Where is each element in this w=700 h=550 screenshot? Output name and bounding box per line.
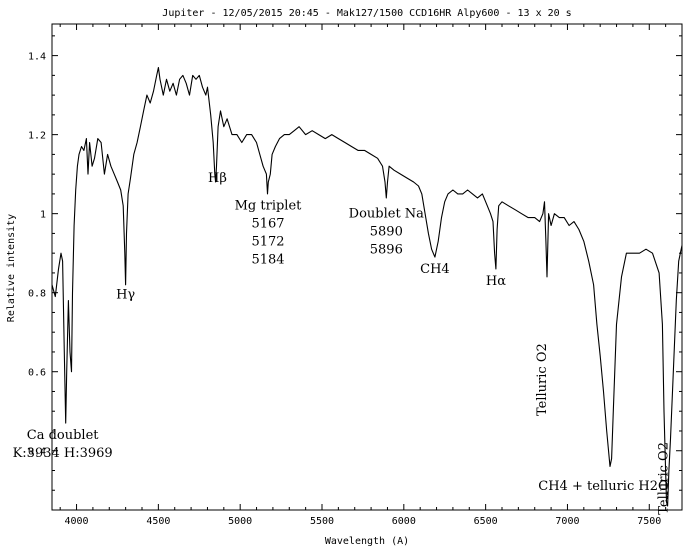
x-tick-label: 7000 xyxy=(555,516,579,527)
x-tick-label: 4500 xyxy=(146,516,170,527)
y-tick-label: 1 xyxy=(40,210,46,221)
line-annotations: Ca doublet K:3934 H:3969 Hγ Hβ Mg triplet 516… xyxy=(13,171,672,515)
annotation-label: 5896 xyxy=(370,243,403,258)
y-tick-label: 1.2 xyxy=(28,131,46,142)
annotation-label: Hα xyxy=(486,274,506,289)
annotation-label: 5167 xyxy=(251,217,284,232)
annotation-label: CH4 xyxy=(420,262,450,277)
x-tick-label: 5000 xyxy=(228,516,252,527)
y-axis-ticks: 0.4 0.6 0.8 1 1.2 1.4 xyxy=(28,35,682,491)
x-axis-ticks: 4000 4500 5000 5500 6000 6500 7000 7500 xyxy=(59,24,683,527)
annotation-label: 5890 xyxy=(370,225,403,240)
y-tick-label: 0.4 xyxy=(28,447,46,458)
annotation-label: Doublet Na xyxy=(349,207,425,222)
x-tick-label: 4000 xyxy=(64,516,88,527)
x-axis-label: Wavelength (A) xyxy=(325,536,409,547)
annotation-label: Ca doublet xyxy=(27,428,100,443)
y-axis-label: Relative intensity xyxy=(6,214,17,322)
x-tick-label: 5500 xyxy=(310,516,334,527)
x-tick-label: 6000 xyxy=(392,516,416,527)
annotation-label: 5184 xyxy=(251,253,284,268)
x-tick-label: 6500 xyxy=(474,516,498,527)
annotation-label: Hβ xyxy=(208,171,227,186)
annotation-label: K:3934 H:3969 xyxy=(13,446,113,461)
annotation-label: CH4 + telluric H2O xyxy=(538,479,668,494)
y-tick-label: 1.4 xyxy=(28,52,46,63)
spectrum-line xyxy=(51,66,683,507)
annotation-label: Telluric O2 xyxy=(656,442,671,515)
spectrum-series xyxy=(51,66,683,507)
plot-frame xyxy=(51,23,683,511)
chart-title: Jupiter - 12/05/2015 20:45 - Mak127/1500… xyxy=(162,8,571,19)
x-tick-label: 7500 xyxy=(637,516,661,527)
y-tick-label: 0.6 xyxy=(28,368,46,379)
annotation-label: Mg triplet xyxy=(235,199,303,214)
annotation-label: Hγ xyxy=(116,288,135,303)
y-tick-label: 0.8 xyxy=(28,289,46,300)
annotation-label: 5172 xyxy=(251,235,284,250)
annotation-label: Telluric O2 xyxy=(535,343,550,416)
